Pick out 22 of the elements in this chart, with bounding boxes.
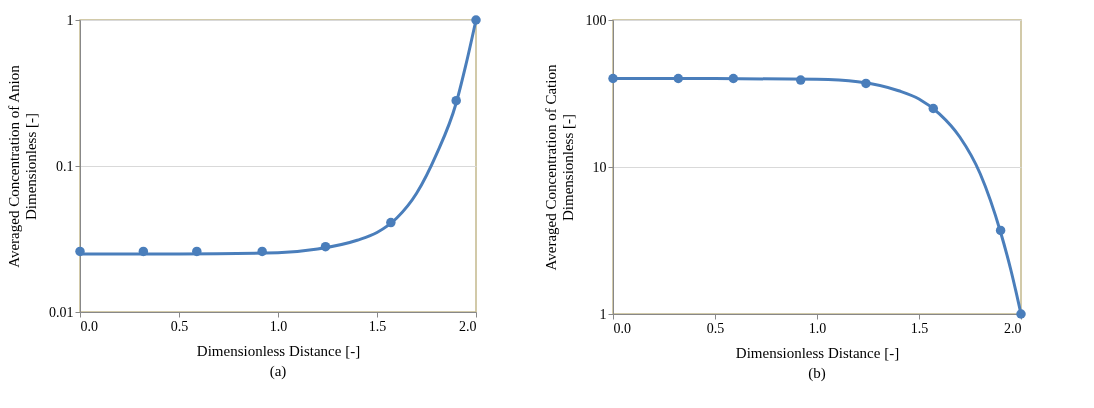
y-tick-label: 0.1 bbox=[56, 158, 74, 174]
x-tick-label: 1.5 bbox=[910, 320, 929, 336]
x-tick-label: 2.0 bbox=[1004, 320, 1022, 336]
x-tick-label: 2.0 bbox=[459, 318, 477, 334]
x-axis-title: Dimensionless Distance [-] bbox=[735, 344, 900, 361]
y-tick-label: 10 bbox=[592, 159, 607, 175]
y-tick-label: 100 bbox=[585, 12, 607, 28]
x-tick-label: 0.0 bbox=[80, 318, 98, 334]
x-tick-label: 0.0 bbox=[613, 320, 631, 336]
x-axis-title: Dimensionless Distance [-] bbox=[196, 342, 361, 359]
x-tick-label: 0.5 bbox=[706, 320, 725, 336]
y-tick-label: 1 bbox=[66, 12, 74, 28]
y-tick-label: 0.01 bbox=[49, 304, 74, 320]
x-tick-label: 1.5 bbox=[368, 318, 387, 334]
text: (a) bbox=[269, 363, 287, 380]
y-tick-label: 1 bbox=[599, 306, 607, 322]
x-tick-label: 1.0 bbox=[269, 318, 288, 334]
x-tick-label: 0.5 bbox=[170, 318, 189, 334]
x-tick-label: 1.0 bbox=[808, 320, 827, 336]
y-axis-title: Averaged Concentration of Anion Dimensionless [-] bbox=[6, 64, 39, 268]
y-axis-title: Averaged Concentration of Cation Dimensionless [-] bbox=[542, 64, 576, 271]
text: (b) bbox=[808, 365, 826, 382]
